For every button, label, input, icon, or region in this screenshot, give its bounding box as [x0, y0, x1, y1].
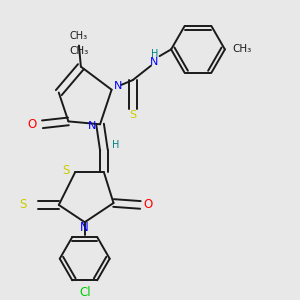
Text: Cl: Cl — [79, 286, 91, 299]
Text: H: H — [151, 49, 158, 59]
Text: H: H — [112, 140, 119, 150]
Text: S: S — [20, 198, 27, 212]
Text: O: O — [143, 198, 153, 212]
Text: CH₃: CH₃ — [69, 46, 88, 56]
Text: N: N — [150, 57, 158, 67]
Text: N: N — [114, 81, 122, 91]
Text: S: S — [129, 110, 136, 120]
Text: N: N — [80, 221, 89, 235]
Text: N: N — [88, 121, 97, 131]
Text: O: O — [27, 118, 37, 131]
Text: CH₃: CH₃ — [232, 44, 252, 54]
Text: S: S — [62, 164, 69, 177]
Text: CH₃: CH₃ — [70, 31, 88, 41]
